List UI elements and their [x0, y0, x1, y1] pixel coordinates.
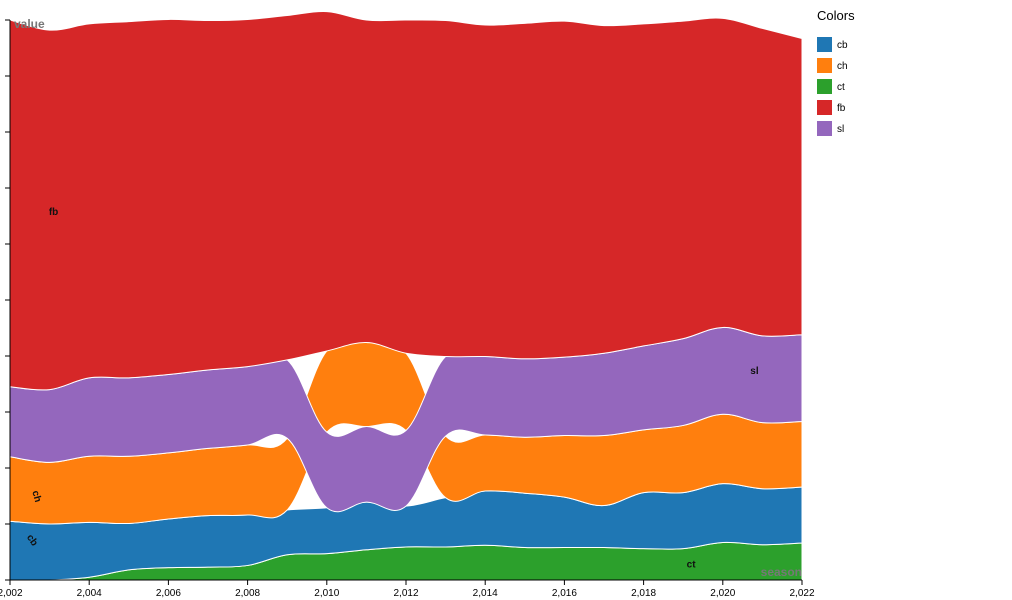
x-tick-label: 2,006	[156, 588, 181, 599]
series-label-cb: cb	[24, 533, 40, 549]
x-tick-label: 2,014	[473, 588, 498, 599]
x-tick-label: 2,002	[0, 588, 23, 599]
legend-swatch-cb	[817, 37, 832, 52]
x-tick-label: 2,018	[631, 588, 656, 599]
x-tick-label: 2,010	[314, 588, 339, 599]
x-tick-label: 2,016	[552, 588, 577, 599]
x-tick-label: 2,012	[393, 588, 418, 599]
stream-fb	[9, 10, 803, 391]
series-label-ct: ct	[687, 560, 697, 571]
series-label-ch: ch	[29, 489, 43, 503]
x-axis-title: season	[761, 565, 802, 579]
y-axis-title: value	[14, 17, 45, 31]
stream-ch	[9, 339, 803, 525]
x-tick-label: 2,004	[77, 588, 102, 599]
legend: Colors cb ch ct fb sl	[817, 8, 855, 136]
plot-area	[9, 10, 803, 581]
legend-swatch-ct	[817, 79, 832, 94]
legend-label-sl: sl	[837, 124, 844, 135]
x-tick-label: 2,020	[710, 588, 735, 599]
legend-swatch-ch	[817, 58, 832, 73]
legend-swatch-fb	[817, 100, 832, 115]
series-label-fb: fb	[49, 207, 58, 218]
x-tick-label: 2,008	[235, 588, 260, 599]
x-tick-label: 2,022	[789, 588, 814, 599]
series-label-sl: sl	[750, 366, 759, 377]
series-labels: fb sl ct ch cb	[24, 207, 759, 571]
legend-swatch-sl	[817, 121, 832, 136]
legend-label-ct: ct	[837, 82, 845, 93]
legend-title: Colors	[817, 8, 855, 23]
legend-label-cb: cb	[837, 40, 848, 51]
legend-label-ch: ch	[837, 61, 848, 72]
axes: 2,002 2,004 2,006 2,008 2,010 2,012 2,014 2,016…	[0, 17, 815, 599]
legend-label-fb: fb	[837, 103, 846, 114]
